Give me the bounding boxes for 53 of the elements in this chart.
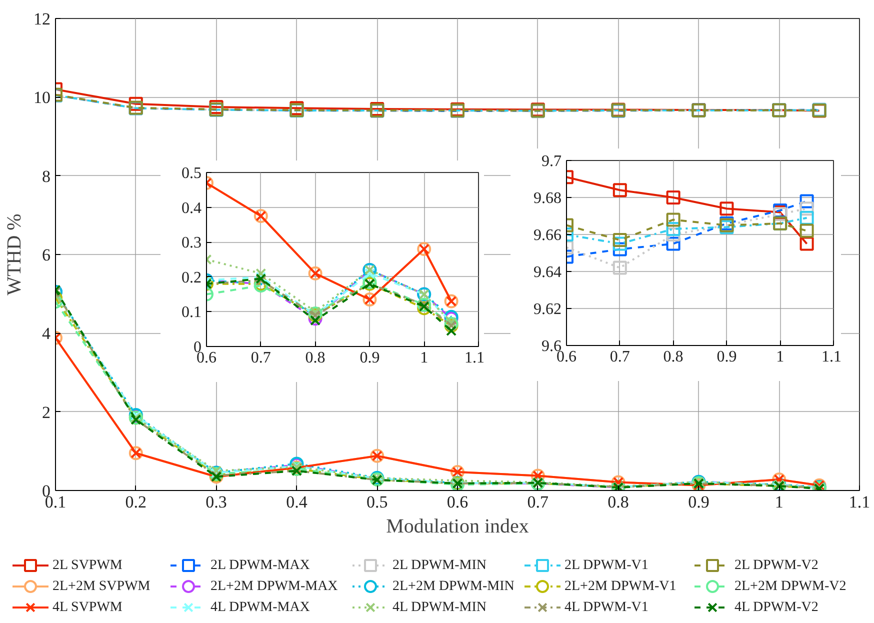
x-tick-label: 0.8 bbox=[663, 348, 684, 366]
legend-label: 2L+2M DPWM-V2 bbox=[734, 579, 846, 594]
x-axis-title: Modulation index bbox=[386, 516, 529, 538]
y-tick-label: 9.64 bbox=[534, 264, 562, 281]
y-tick-label: 4 bbox=[42, 324, 51, 344]
x-tick-label: 0.9 bbox=[716, 348, 737, 366]
y-tick-label: 6 bbox=[42, 246, 50, 264]
legend-label: 2L DPWM-V1 bbox=[564, 558, 648, 573]
x-tick-label: 0.7 bbox=[527, 492, 550, 512]
x-tick-label: 0.8 bbox=[305, 350, 326, 366]
y-tick-label: 0.4 bbox=[182, 200, 202, 217]
x-tick-label: 0.9 bbox=[360, 350, 380, 366]
legend-label: 2L DPWM-V2 bbox=[734, 558, 818, 573]
legend-label: 2L+2M DPWM-V1 bbox=[564, 579, 676, 594]
x-tick-label: 0.5 bbox=[366, 492, 388, 512]
y-tick-label: 9.68 bbox=[534, 190, 562, 207]
y-axis-title: WTHD % bbox=[4, 214, 26, 296]
y-tick-label: 9.62 bbox=[534, 301, 562, 318]
x-tick-label: 0.7 bbox=[250, 350, 271, 366]
legend-label: 2L+2M SVPWM bbox=[52, 579, 151, 594]
y-tick-label: 9.7 bbox=[542, 153, 562, 170]
legend-label: 4L DPWM-MAX bbox=[210, 600, 310, 615]
y-tick-label: 0.2 bbox=[182, 269, 202, 286]
x-tick-label: 1.1 bbox=[822, 348, 842, 366]
y-tick-label: 8 bbox=[42, 166, 50, 186]
x-tick-label: 1.1 bbox=[848, 492, 870, 512]
y-tick-label: 0.1 bbox=[182, 304, 202, 322]
y-tick-label: 10 bbox=[34, 88, 50, 108]
x-tick-label: 0.7 bbox=[610, 348, 630, 366]
x-tick-label: 0.4 bbox=[286, 492, 308, 512]
legend-label: 4L DPWM-V1 bbox=[564, 600, 648, 615]
legend-label: 2L+2M DPWM-MIN bbox=[392, 579, 514, 594]
y-tick-label: 12 bbox=[34, 10, 50, 28]
x-tick-label: 0.9 bbox=[688, 492, 710, 512]
legend-label: 2L SVPWM bbox=[52, 558, 123, 573]
y-tick-label: 0.3 bbox=[182, 234, 202, 252]
x-tick-label: 0.6 bbox=[446, 492, 468, 512]
y-tick-label: 0.5 bbox=[182, 165, 202, 182]
x-tick-label: 1.1 bbox=[464, 350, 484, 366]
x-tick-label: 1 bbox=[774, 492, 784, 512]
x-tick-label: 0.2 bbox=[125, 492, 147, 512]
legend-label: 4L DPWM-V2 bbox=[734, 600, 818, 615]
x-tick-label: 1 bbox=[776, 348, 784, 366]
legend-label: 2L DPWM-MIN bbox=[392, 558, 486, 573]
y-tick-label: 9.66 bbox=[534, 227, 562, 244]
x-tick-label: 0.8 bbox=[608, 492, 629, 512]
y-tick-label: 2 bbox=[42, 402, 50, 422]
legend-label: 4L SVPWM bbox=[52, 600, 123, 615]
x-tick-label: 1 bbox=[420, 350, 428, 366]
x-tick-label: 0.3 bbox=[206, 492, 227, 512]
legend-label: 2L+2M DPWM-MAX bbox=[210, 579, 338, 594]
legend-label: 4L DPWM-MIN bbox=[392, 600, 486, 615]
legend-label: 2L DPWM-MAX bbox=[210, 558, 310, 573]
